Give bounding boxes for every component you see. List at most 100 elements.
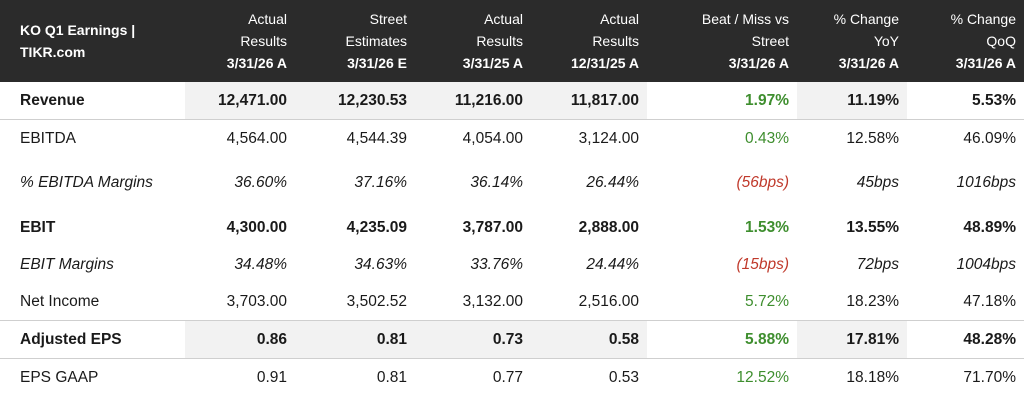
cell-beat-miss: (15bps) [736, 255, 789, 273]
row-label: Revenue [0, 82, 185, 120]
header-line: Street [751, 33, 789, 49]
cell-prior-year: 36.14% [470, 174, 523, 191]
cell-qoq: 48.89% [963, 218, 1016, 236]
cell-beat-miss: 5.72% [647, 283, 797, 321]
row-eps-gaap: EPS GAAP 0.91 0.81 0.77 0.53 12.52% 18.1… [0, 359, 1024, 397]
header-date: 3/31/26 E [347, 55, 407, 71]
cell-actual: 12,471.00 [185, 82, 295, 120]
header-line: Beat / Miss vs [701, 11, 789, 27]
cell-prior-quarter: 3,124.00 [578, 129, 639, 147]
cell-prior-year: 3,132.00 [415, 283, 531, 321]
row-label: Net Income [0, 283, 185, 321]
header-title: KO Q1 Earnings | TIKR.com [0, 0, 185, 82]
cell-qoq: 47.18% [907, 283, 1024, 321]
row-label: EBIT Margins [20, 255, 114, 273]
header-line: Actual [484, 11, 523, 27]
cell-prior-year: 33.76% [470, 255, 523, 273]
header-row: KO Q1 Earnings | TIKR.com Actual Results 3/… [0, 0, 1024, 82]
row-label: EBIT [20, 218, 56, 236]
cell-estimate: 0.81 [376, 368, 407, 386]
header-actual-q4-25: Actual Results 12/31/25 A [531, 0, 647, 82]
cell-estimate: 0.81 [295, 320, 415, 359]
header-line: YoY [873, 33, 899, 49]
header-date: 3/31/26 A [728, 55, 789, 71]
cell-actual: 0.86 [185, 320, 295, 359]
row-label: Adjusted EPS [0, 320, 185, 359]
cell-prior-year: 0.73 [415, 320, 531, 359]
header-line: Actual [600, 11, 639, 27]
cell-beat-miss: 12.52% [736, 368, 789, 386]
header-actual-q1-25: Actual Results 3/31/25 A [415, 0, 531, 82]
cell-beat-miss: (56bps) [736, 174, 789, 191]
row-label: EPS GAAP [20, 368, 99, 386]
header-date: 3/31/26 A [955, 55, 1016, 71]
cell-beat-miss: 1.97% [647, 82, 797, 120]
cell-yoy: 72bps [856, 255, 899, 273]
cell-qoq: 5.53% [907, 82, 1024, 120]
cell-yoy: 18.18% [846, 368, 899, 386]
header-date: 12/31/25 A [571, 55, 639, 71]
cell-prior-year: 3,787.00 [462, 218, 523, 236]
row-ebitda: EBITDA 4,564.00 4,544.39 4,054.00 3,124.… [0, 120, 1024, 158]
row-ebit: EBIT 4,300.00 4,235.09 3,787.00 2,888.00… [0, 209, 1024, 246]
header-line: QoQ [986, 33, 1016, 49]
cell-beat-miss: 5.88% [647, 320, 797, 359]
row-ebitda-margins: % EBITDA Margins 36.60% 37.16% 36.14% 26… [0, 157, 1024, 209]
cell-prior-quarter: 2,888.00 [578, 218, 639, 236]
cell-qoq: 48.28% [907, 320, 1024, 359]
cell-beat-miss: 1.53% [745, 218, 789, 236]
cell-estimate: 34.63% [354, 255, 407, 273]
cell-prior-quarter: 2,516.00 [531, 283, 647, 321]
cell-yoy: 11.19% [797, 82, 907, 120]
cell-beat-miss: 0.43% [745, 129, 789, 147]
header-date: 3/31/25 A [462, 55, 523, 71]
cell-prior-year: 11,216.00 [415, 82, 531, 120]
cell-qoq: 71.70% [963, 368, 1016, 386]
header-change-yoy: % Change YoY 3/31/26 A [797, 0, 907, 82]
row-label: EBITDA [20, 129, 76, 147]
header-line: KO Q1 Earnings | [20, 22, 136, 38]
header-line: Results [476, 33, 523, 49]
cell-yoy: 13.55% [846, 218, 899, 236]
cell-prior-year: 4,054.00 [462, 129, 523, 147]
header-date: 3/31/26 A [838, 55, 899, 71]
cell-estimate: 3,502.52 [295, 283, 415, 321]
cell-estimate: 12,230.53 [295, 82, 415, 120]
row-revenue: Revenue 12,471.00 12,230.53 11,216.00 11… [0, 82, 1024, 120]
header-change-qoq: % Change QoQ 3/31/26 A [907, 0, 1024, 82]
cell-qoq: 46.09% [963, 129, 1016, 147]
header-line: Results [240, 33, 287, 49]
header-line: Results [592, 33, 639, 49]
cell-prior-quarter: 11,817.00 [531, 82, 647, 120]
cell-estimate: 4,235.09 [346, 218, 407, 236]
cell-yoy: 45bps [856, 174, 899, 191]
cell-prior-quarter: 0.53 [608, 368, 639, 386]
cell-estimate: 37.16% [354, 174, 407, 191]
cell-prior-quarter: 26.44% [586, 174, 639, 191]
cell-yoy: 17.81% [797, 320, 907, 359]
cell-actual: 0.91 [256, 368, 287, 386]
header-date: 3/31/26 A [226, 55, 287, 71]
header-beat-miss: Beat / Miss vs Street 3/31/26 A [647, 0, 797, 82]
row-adjusted-eps: Adjusted EPS 0.86 0.81 0.73 0.58 5.88% 1… [0, 320, 1024, 359]
cell-qoq: 1004bps [956, 255, 1016, 273]
header-line: Estimates [345, 33, 407, 49]
cell-prior-year: 0.77 [492, 368, 523, 386]
header-actual-q1-26: Actual Results 3/31/26 A [185, 0, 295, 82]
earnings-table: KO Q1 Earnings | TIKR.com Actual Results 3/… [0, 0, 1024, 397]
header-line: % Change [950, 11, 1016, 27]
cell-actual: 36.60% [234, 174, 287, 191]
row-label: % EBITDA Margins [20, 174, 153, 191]
cell-yoy: 12.58% [846, 129, 899, 147]
row-ebit-margins: EBIT Margins 34.48% 34.63% 33.76% 24.44%… [0, 246, 1024, 283]
cell-prior-quarter: 24.44% [586, 255, 639, 273]
header-line: Actual [248, 11, 287, 27]
cell-actual: 4,564.00 [226, 129, 287, 147]
cell-actual: 34.48% [234, 255, 287, 273]
cell-estimate: 4,544.39 [346, 129, 407, 147]
cell-qoq: 1016bps [956, 174, 1016, 191]
header-line: TIKR.com [20, 44, 86, 60]
header-line: % Change [833, 11, 899, 27]
header-street-estimates: Street Estimates 3/31/26 E [295, 0, 415, 82]
cell-yoy: 18.23% [797, 283, 907, 321]
